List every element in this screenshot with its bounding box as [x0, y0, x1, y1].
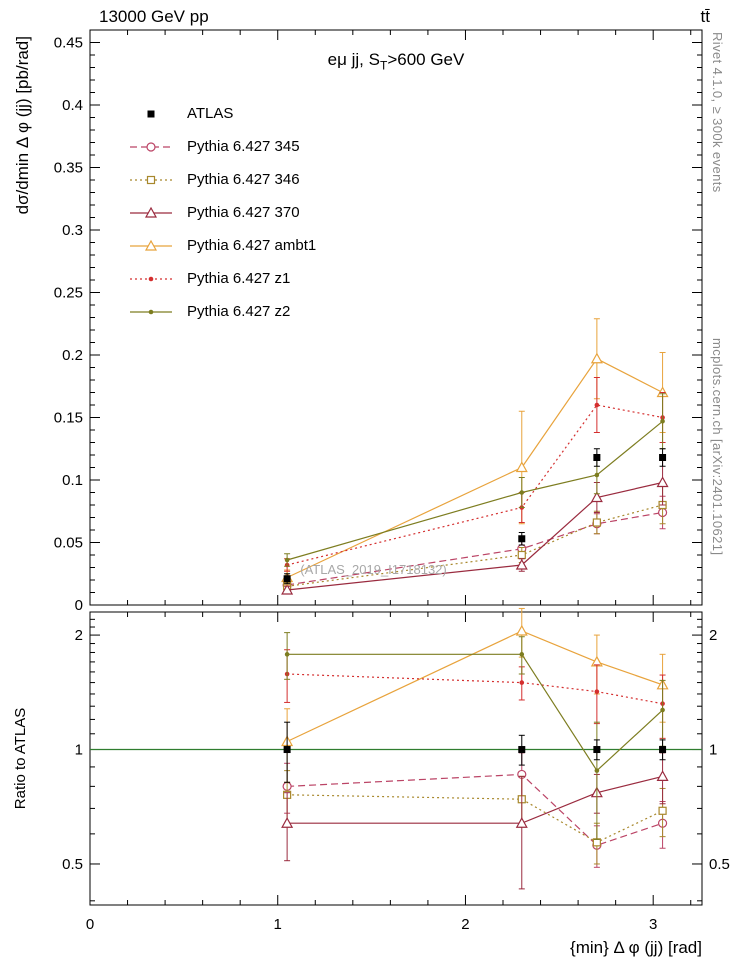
series-atlas-main: [283, 448, 667, 585]
series-pythia-6-427-ambt1-ratio: [281, 607, 669, 783]
legend-marker-icon: [130, 141, 172, 152]
ratio-y-axis-title: Ratio to ATLAS: [12, 708, 29, 809]
svg-text:0.5: 0.5: [709, 856, 730, 873]
ratio-panel-frame: [89, 611, 703, 906]
svg-text:2: 2: [461, 916, 469, 933]
svg-text:0.2: 0.2: [62, 347, 83, 364]
series-atlas-ratio: [283, 721, 667, 783]
series-pythia-6-427-370-ratio: [281, 752, 669, 890]
legend-item-pythia-6-427-ambt1: Pythia 6.427 ambt1: [127, 229, 316, 262]
legend-item-pythia-6-427-345: Pythia 6.427 345: [127, 130, 316, 163]
mcplots-watermark: mcplots.cern.ch [arXiv:2401.10621]: [710, 338, 725, 556]
x-axis-title: {min} Δ φ (jj) [rad]: [570, 938, 702, 957]
plot-title-sub: T: [379, 58, 388, 73]
beam-energy-label: 13000 GeV pp: [99, 7, 209, 26]
legend-item-pythia-6-427-z1: Pythia 6.427 z1: [127, 262, 316, 295]
legend-item-pythia-6-427-346: Pythia 6.427 346: [127, 163, 316, 196]
series-pythia-6-427-z2-main: [284, 393, 666, 567]
rivet-version-label: Rivet 4.1.0, ≥ 300k events: [710, 32, 725, 193]
svg-text:0.1: 0.1: [62, 472, 83, 489]
series-pythia-6-427-345-ratio: [282, 752, 668, 868]
legend-label: Pythia 6.427 370: [187, 204, 300, 221]
axis-tick-labels: 0 0.05 0.1 0.15 0.2 0.25 0.3 0.35 0.4 0.45 0.5 0.5 1…: [54, 35, 730, 934]
legend-marker-icon: [130, 175, 172, 184]
svg-text:3: 3: [649, 916, 657, 933]
series-pythia-6-427-346-ratio: [283, 770, 667, 865]
svg-text:0.25: 0.25: [54, 285, 83, 302]
legend-marker-icon: [147, 110, 155, 117]
series-pythia-6-427-z2-ratio: [284, 632, 666, 840]
legend-marker-icon: [130, 276, 172, 281]
legend-label: Pythia 6.427 346: [187, 171, 300, 188]
legend-item-atlas: ATLAS: [127, 97, 316, 130]
plot-title-pre: eμ jj, S: [327, 50, 380, 69]
axis-ticks: [89, 30, 702, 905]
plot-title: eμ jj, ST>600 GeV: [90, 50, 702, 72]
svg-text:1: 1: [75, 742, 83, 759]
svg-text:0.45: 0.45: [54, 35, 83, 52]
svg-text:0.4: 0.4: [62, 97, 83, 114]
main-y-axis-title: dσ/dmin Δ φ (jj) [pb/rad]: [13, 36, 32, 214]
legend-marker-icon: [130, 239, 172, 251]
svg-text:1: 1: [709, 742, 717, 759]
svg-text:0.5: 0.5: [62, 856, 83, 873]
legend-label: Pythia 6.427 z1: [187, 270, 291, 287]
svg-text:0: 0: [75, 597, 83, 614]
series-pythia-6-427-z1-main: [284, 377, 666, 572]
legend-label: Pythia 6.427 345: [187, 138, 300, 155]
legend-item-pythia-6-427-z2: Pythia 6.427 z2: [127, 295, 316, 328]
process-label: tt̄: [700, 7, 710, 26]
svg-text:0.35: 0.35: [54, 160, 83, 177]
analysis-watermark: (ATLAS_2019_I1718132): [300, 562, 446, 577]
legend: ATLAS Pythia 6.427 345 Pythia 6.427 346 Pyt…: [127, 97, 316, 328]
legend-label: ATLAS: [187, 105, 234, 122]
legend-label: Pythia 6.427 ambt1: [187, 237, 317, 254]
svg-text:0.05: 0.05: [54, 535, 83, 552]
svg-text:2: 2: [709, 627, 717, 644]
svg-text:0.15: 0.15: [54, 410, 83, 427]
legend-marker-icon: [130, 309, 172, 314]
svg-text:2: 2: [75, 627, 83, 644]
svg-text:0.3: 0.3: [62, 222, 83, 239]
series-pythia-6-427-z1-ratio: [284, 649, 666, 739]
plot-title-post: >600 GeV: [387, 50, 465, 69]
svg-text:0: 0: [86, 916, 94, 933]
legend-marker-icon: [130, 206, 172, 218]
legend-label: Pythia 6.427 z2: [187, 303, 291, 320]
svg-text:1: 1: [274, 916, 282, 933]
legend-item-pythia-6-427-370: Pythia 6.427 370: [127, 196, 316, 229]
